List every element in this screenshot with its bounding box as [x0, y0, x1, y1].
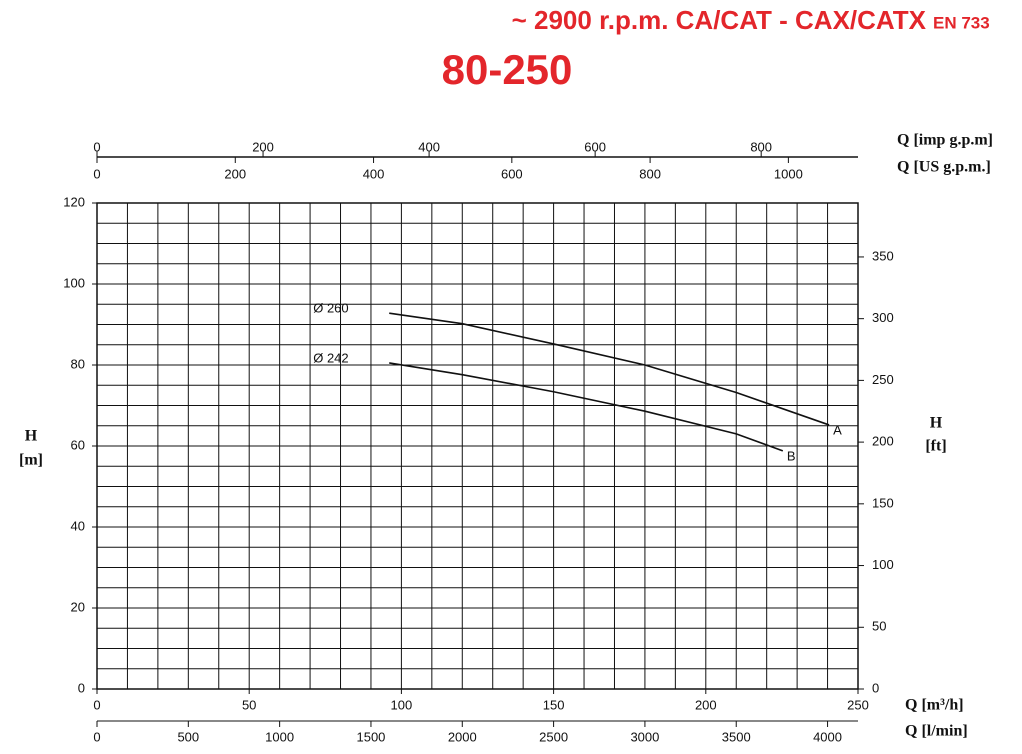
y-tick-label: 20 — [71, 599, 85, 614]
top-axis-label: Q [imp g.p.m] — [897, 132, 993, 149]
y-tick-label: 120 — [63, 194, 85, 209]
y2-axis-label: H — [930, 415, 943, 432]
y-axis-label: [m] — [19, 452, 43, 469]
y-axis-label: H — [25, 428, 38, 445]
pump-curve — [389, 312, 830, 426]
y2-tick-label: 250 — [872, 372, 894, 387]
x-tick-label: 200 — [695, 697, 717, 712]
x-tick-label: 250 — [847, 697, 869, 712]
x-axis-label: Q [l/min] — [905, 723, 968, 740]
x-tick-label: 2500 — [539, 729, 568, 744]
top-tick-label: 0 — [93, 166, 100, 181]
x-axis-label: Q [m³/h] — [905, 697, 964, 714]
y-tick-label: 40 — [71, 518, 85, 533]
x-tick-label: 0 — [93, 729, 100, 744]
top-tick-label: 600 — [501, 166, 523, 181]
curve-name: Ø 260 — [313, 301, 348, 316]
y2-tick-label: 100 — [872, 557, 894, 572]
top-tick-label: 400 — [363, 166, 385, 181]
y2-tick-label: 350 — [872, 248, 894, 263]
x-tick-label: 50 — [242, 697, 256, 712]
pump-curve — [389, 362, 784, 452]
y2-tick-label: 0 — [872, 680, 879, 695]
curve-label: B — [787, 448, 796, 463]
x-tick-label: 2000 — [448, 729, 477, 744]
y2-tick-label: 300 — [872, 310, 894, 325]
x-tick-label: 1500 — [356, 729, 385, 744]
y2-tick-label: 200 — [872, 434, 894, 449]
top-tick-label: 400 — [418, 139, 440, 154]
curve-label: A — [833, 422, 842, 437]
top-tick-label: 0 — [93, 139, 100, 154]
top-tick-label: 800 — [639, 166, 661, 181]
y-tick-label: 60 — [71, 437, 85, 452]
top-tick-label: 600 — [584, 139, 606, 154]
chart-title: ~ 2900 r.p.m. CA/CAT - CAX/CATX — [512, 5, 927, 35]
chart-subtitle: 80-250 — [442, 46, 573, 93]
x-tick-label: 3000 — [630, 729, 659, 744]
curve-name: Ø 242 — [313, 350, 348, 365]
top-tick-label: 200 — [252, 139, 274, 154]
x-tick-label: 0 — [93, 697, 100, 712]
top-tick-label: 1000 — [774, 166, 803, 181]
y2-tick-label: 150 — [872, 495, 894, 510]
y2-tick-label: 50 — [872, 619, 886, 634]
y-tick-label: 100 — [63, 275, 85, 290]
y-tick-label: 80 — [71, 356, 85, 371]
x-tick-label: 100 — [391, 697, 413, 712]
top-tick-label: 800 — [750, 139, 772, 154]
x-tick-label: 1000 — [265, 729, 294, 744]
y-tick-label: 0 — [78, 680, 85, 695]
x-tick-label: 150 — [543, 697, 565, 712]
top-axis-label: Q [US g.p.m.] — [897, 159, 991, 176]
chart-title-suffix: EN 733 — [933, 13, 990, 32]
x-tick-label: 500 — [177, 729, 199, 744]
y2-axis-label: [ft] — [925, 438, 946, 455]
x-tick-label: 3500 — [722, 729, 751, 744]
x-tick-label: 4000 — [813, 729, 842, 744]
top-tick-label: 200 — [224, 166, 246, 181]
